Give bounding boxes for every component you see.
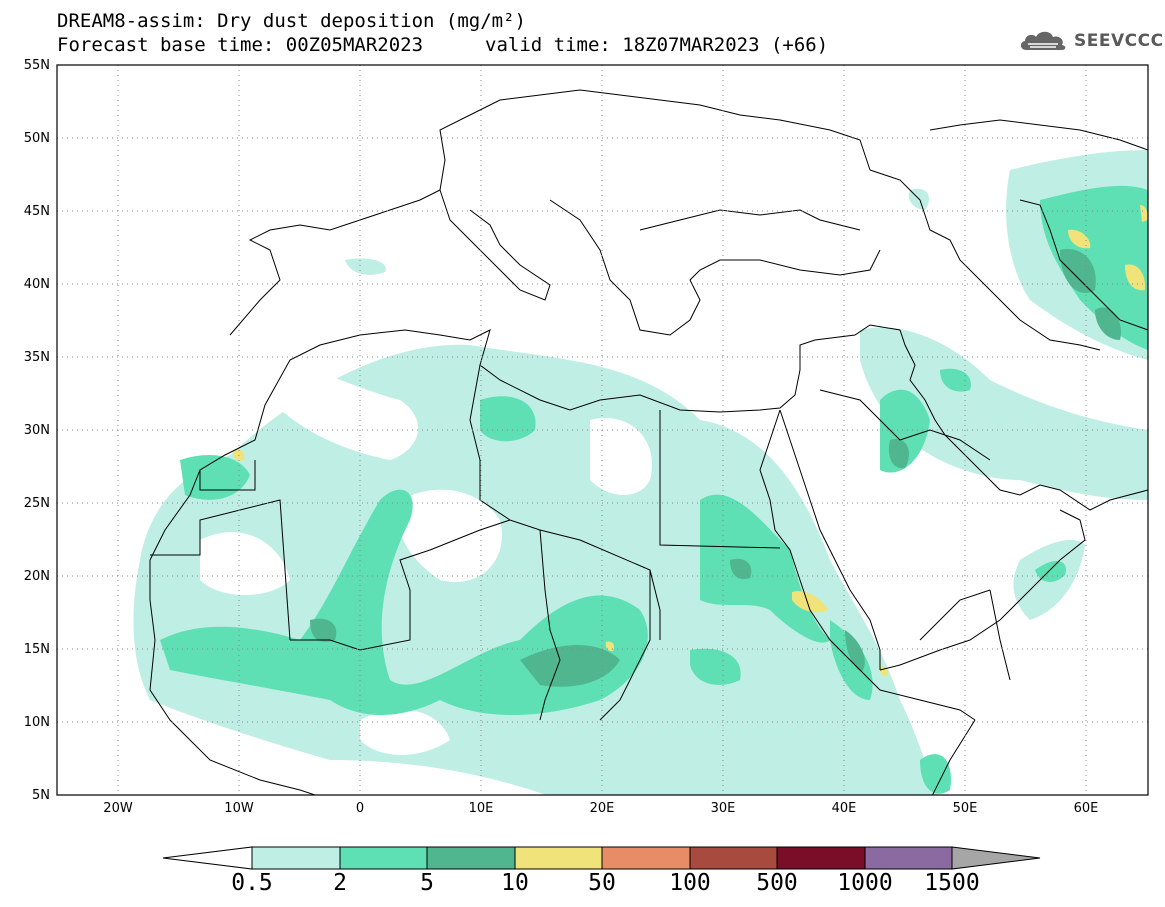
lon-label: 20E xyxy=(590,801,615,816)
latitude-ticks: 55N 50N 45N 40N 35N 30N 25N 20N 15N 10N … xyxy=(24,58,50,803)
colorbar-low-arrow xyxy=(162,846,253,870)
lat-label: 5N xyxy=(32,788,50,803)
lat-label: 15N xyxy=(24,642,50,657)
colorbar-swatch xyxy=(601,846,691,870)
coastlines-borders xyxy=(149,89,1148,795)
lon-label: 10E xyxy=(469,801,494,816)
logo-text: SEEVCCC xyxy=(1074,31,1164,51)
lat-label: 10N xyxy=(24,715,50,730)
map-title: DREAM8-assim: Dry dust deposition (mg/m²… xyxy=(57,10,526,32)
colorbar-swatch xyxy=(689,846,778,870)
lat-label: 30N xyxy=(24,423,50,438)
colorbar-swatch xyxy=(514,846,603,870)
colorbar-label: 1500 xyxy=(924,870,980,896)
graticule xyxy=(57,65,1148,795)
lat-label: 50N xyxy=(24,131,50,146)
colorbar-label: 0.5 xyxy=(231,870,273,896)
longitude-ticks: 20W 10W 0 10E 20E 30E 40E 50E 60E xyxy=(103,801,1098,816)
lon-label: 40E xyxy=(832,801,857,816)
lon-label: 0 xyxy=(356,801,364,816)
colorbar-swatch xyxy=(776,846,866,870)
lon-label: 30E xyxy=(711,801,736,816)
colorbar-label: 100 xyxy=(669,870,711,896)
colorbar-swatch xyxy=(251,846,341,870)
lat-label: 20N xyxy=(24,569,50,584)
lat-label: 25N xyxy=(24,496,50,511)
forecast-base-time: Forecast base time: 00Z05MAR2023 xyxy=(57,34,424,56)
lon-label: 50E xyxy=(953,801,978,816)
colorbar-label: 500 xyxy=(756,870,798,896)
colorbar-label: 5 xyxy=(420,870,434,896)
lat-label: 55N xyxy=(24,58,50,73)
dust-shading xyxy=(133,150,1148,795)
colorbar-label: 50 xyxy=(588,870,616,896)
map-frame xyxy=(56,64,1149,796)
colorbar xyxy=(162,846,1041,870)
colorbar-high-arrow xyxy=(951,846,1041,870)
colorbar-label: 2 xyxy=(333,870,347,896)
lat-label: 35N xyxy=(24,350,50,365)
colorbar-label: 10 xyxy=(501,870,529,896)
lon-label: 20W xyxy=(103,801,133,816)
colorbar-label: 1000 xyxy=(837,870,893,896)
colorbar-swatch xyxy=(339,846,428,870)
cloud-icon xyxy=(1020,31,1066,50)
lat-label: 40N xyxy=(24,277,50,292)
lon-label: 10W xyxy=(224,801,254,816)
colorbar-swatch xyxy=(864,846,953,870)
valid-time: valid time: 18Z07MAR2023 (+66) xyxy=(485,34,829,56)
lon-label: 60E xyxy=(1074,801,1099,816)
lat-label: 45N xyxy=(24,204,50,219)
colorbar-swatch xyxy=(426,846,516,870)
seevccc-logo: SEEVCCC xyxy=(1018,26,1164,56)
